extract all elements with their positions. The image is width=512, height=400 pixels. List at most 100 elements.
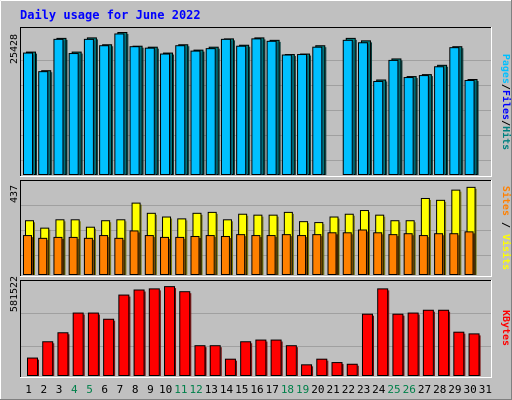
bar-pages [281, 54, 292, 175]
bar-kbytes [179, 291, 191, 376]
bar-pages [220, 38, 231, 175]
bar-pages [175, 45, 186, 175]
bar-kbytes [57, 332, 69, 376]
bar-pages [418, 75, 429, 175]
x-tick-label: 2 [41, 383, 48, 396]
bar-kbytes [301, 364, 313, 376]
bar-pages [342, 39, 353, 175]
x-tick-label: 30 [464, 383, 477, 396]
x-tick-label: 4 [71, 383, 78, 396]
x-tick-label: 7 [117, 383, 124, 396]
y-axis-label-part: Pages [500, 54, 511, 84]
x-tick-label: 9 [147, 383, 154, 396]
x-tick-label: 25 [387, 383, 400, 396]
x-tick-label: 17 [266, 383, 279, 396]
y-axis-label-part: KBytes [500, 310, 511, 346]
bar-pages [38, 71, 49, 175]
bar-kbytes [118, 294, 130, 376]
bar-sites [23, 235, 32, 275]
bar-pages [205, 48, 216, 175]
bar-kbytes [255, 339, 267, 376]
y-axis-label-part: Sites [500, 186, 512, 216]
bar-kbytes [87, 312, 99, 376]
x-tick-label: 13 [205, 383, 218, 396]
y-axis-label-part: Visits [500, 234, 512, 270]
bar-pages [114, 33, 125, 175]
y-axis-label-part: Hits [500, 126, 512, 150]
x-tick-label: 8 [132, 383, 139, 396]
bar-sites [53, 236, 63, 276]
bar-pages [449, 47, 460, 175]
bar-kbytes [270, 339, 282, 376]
bar-sites [312, 234, 322, 276]
bar-kbytes [224, 358, 236, 376]
bar-sites [220, 235, 230, 275]
bar-pages [403, 77, 414, 175]
y-tick-label: 25428 [9, 34, 20, 64]
x-tick-label: 27 [418, 383, 431, 396]
bar-pages [68, 53, 79, 175]
x-tick-label: 1 [25, 383, 32, 396]
x-tick-label: 23 [357, 383, 370, 396]
bar-pages [129, 46, 140, 176]
bar-kbytes [285, 345, 297, 376]
bar-kbytes [346, 363, 358, 376]
bar-sites [403, 233, 413, 275]
bar-kbytes [103, 318, 115, 376]
bar-pages [266, 40, 277, 175]
x-tick-label: 19 [296, 383, 309, 396]
bar-pages [23, 52, 33, 176]
x-tick-label: 18 [281, 383, 294, 396]
x-tick-label: 22 [342, 383, 355, 396]
bar-sites [297, 235, 307, 275]
bar-kbytes [133, 289, 145, 376]
bar-sites [175, 236, 185, 276]
bar-sites [251, 235, 261, 275]
y-axis-label-part: / [500, 216, 511, 234]
bar-kbytes [407, 312, 419, 376]
bar-sites [266, 235, 276, 275]
bar-pages [83, 38, 94, 175]
bar-sites [99, 235, 109, 275]
panel-3: 581522 KBytes [9, 276, 511, 378]
bar-kbytes [331, 362, 343, 376]
bar-kbytes [468, 333, 480, 376]
bar-sites [342, 232, 352, 275]
chart-title: Daily usage for June 2022 [20, 8, 201, 22]
bar-sites [281, 234, 291, 276]
x-tick-label: 14 [220, 383, 234, 396]
bar-sites [190, 235, 200, 275]
bar-pages [373, 80, 384, 175]
bar-kbytes [453, 331, 465, 376]
x-tick-label: 12 [189, 383, 202, 396]
bar-kbytes [240, 341, 252, 376]
bar-sites [38, 237, 48, 275]
bar-sites [373, 232, 383, 275]
x-tick-label: 6 [101, 383, 108, 396]
bar-sites [129, 230, 139, 275]
bar-pages [297, 54, 308, 175]
y-axis-label: KBytes [500, 310, 511, 346]
bar-sites [327, 232, 337, 275]
bar-pages [388, 59, 399, 175]
bar-pages [312, 46, 323, 176]
bar-sites [236, 234, 246, 276]
bar-kbytes [361, 313, 373, 376]
x-tick-label: 15 [235, 383, 248, 396]
bar-pages [357, 42, 368, 175]
bar-kbytes [42, 341, 54, 376]
bar-pages [251, 38, 262, 175]
bar-pages [99, 45, 110, 175]
bar-sites [418, 235, 428, 275]
bar-kbytes [438, 309, 450, 376]
bar-pages [53, 38, 64, 175]
x-tick-label: 21 [327, 383, 340, 396]
bar-kbytes [164, 286, 176, 376]
bar-kbytes [209, 345, 221, 376]
bar-sites [83, 237, 93, 275]
bar-sites [144, 235, 154, 275]
x-tick-label: 28 [433, 383, 446, 396]
